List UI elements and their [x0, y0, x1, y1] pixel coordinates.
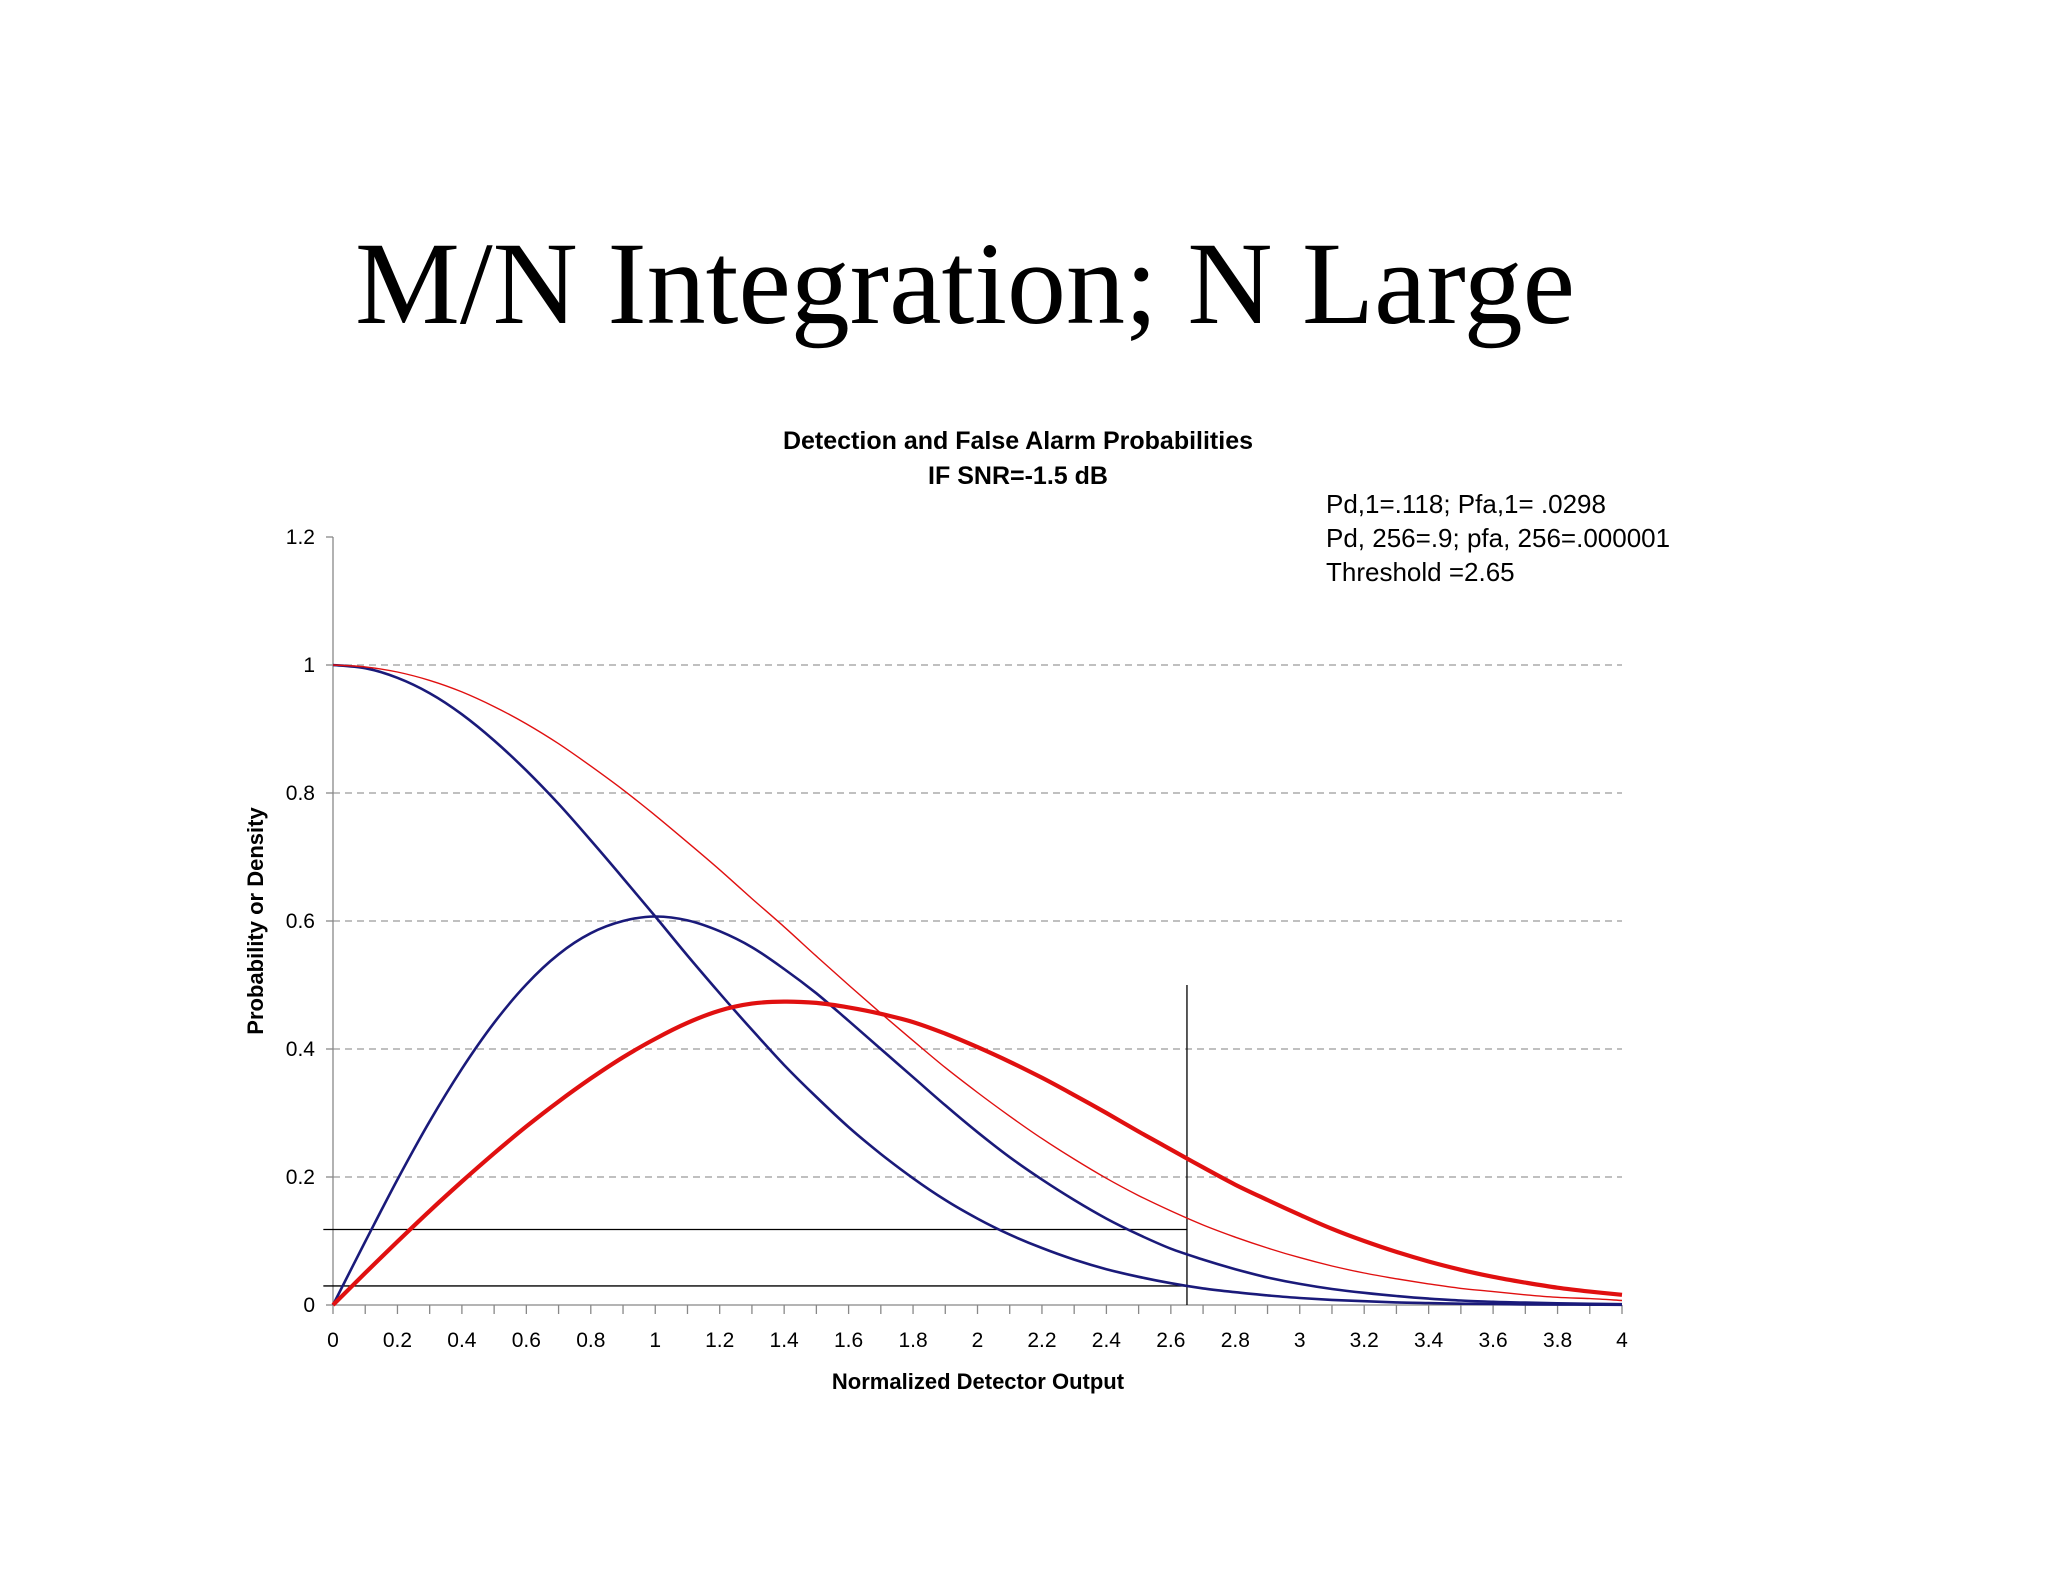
y-axis-title: Probability or Density: [243, 807, 268, 1035]
series-lines: [331, 663, 1623, 1307]
x-tick-label: 0.6: [512, 1329, 541, 1352]
grid-lines: [333, 664, 1622, 1178]
y-tick-label: 0.4: [286, 1038, 316, 1061]
x-tick-label: 2.6: [1156, 1329, 1185, 1352]
x-tick-label: 3.2: [1350, 1329, 1379, 1352]
annotation-pd1: Pd,1=.118; Pfa,1= .0298: [1326, 489, 1606, 519]
x-tick-label: 3: [1294, 1329, 1306, 1352]
y-tick-label: 1.2: [286, 526, 315, 549]
y-tick-label: 0.6: [286, 910, 315, 933]
x-tick-label: 3.8: [1543, 1329, 1572, 1352]
y-tick-label: 0.2: [286, 1166, 315, 1189]
series-line-4: [331, 999, 1623, 1307]
x-tick-label: 1.2: [705, 1329, 734, 1352]
series-line-2: [331, 915, 1623, 1306]
x-tick-label: 0.2: [383, 1329, 412, 1352]
x-tick-label: 1.4: [770, 1329, 800, 1352]
annotation-pd256: Pd, 256=.9; pfa, 256=.000001: [1326, 523, 1670, 553]
y-tick-label: 0.8: [286, 782, 315, 805]
x-tick-label: 3.4: [1414, 1329, 1444, 1352]
y-tick-label: 1: [303, 654, 315, 677]
chart-subtitle: IF SNR=-1.5 dB: [928, 462, 1108, 490]
tick-labels: 0 0.2 0.4 0.6 0.8 1 1.2 0 0.2 0.4 0.6 0.8 1 1.2 1.4 1.6…: [286, 526, 1628, 1352]
x-tick-label: 1.6: [834, 1329, 863, 1352]
x-tick-label: 4: [1616, 1329, 1628, 1352]
reference-lines: [323, 985, 1188, 1305]
x-tick-label: 0.8: [576, 1329, 605, 1352]
series-line-1: [332, 663, 1623, 1307]
x-tick-label: 3.6: [1478, 1329, 1507, 1352]
x-tick-label: 1.8: [898, 1329, 927, 1352]
x-tick-label: 1: [649, 1329, 661, 1352]
chart-title: Detection and False Alarm Probabilities: [783, 427, 1253, 455]
series-line-3: [332, 664, 1623, 1302]
x-tick-label: 2.8: [1221, 1329, 1250, 1352]
x-axis-title: Normalized Detector Output: [832, 1369, 1125, 1394]
annotation-threshold: Threshold =2.65: [1326, 557, 1515, 587]
x-tick-label: 2.4: [1092, 1329, 1122, 1352]
x-tick-label: 0.4: [447, 1329, 477, 1352]
y-tick-label: 0: [303, 1294, 315, 1317]
x-tick-label: 2.2: [1027, 1329, 1056, 1352]
axes: [326, 536, 1623, 1314]
slide-title: M/N Integration; N Large: [354, 218, 1576, 349]
x-tick-label: 2: [972, 1329, 984, 1352]
x-tick-label: 0: [327, 1329, 339, 1352]
